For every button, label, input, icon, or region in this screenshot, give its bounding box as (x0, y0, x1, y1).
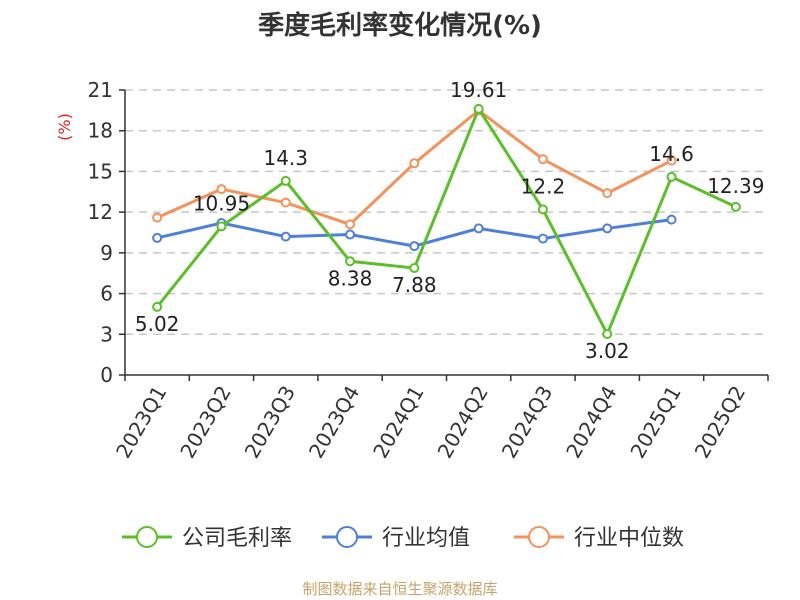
y-tick-label: 0 (100, 363, 113, 387)
data-point (666, 155, 677, 166)
data-label: 14.6 (649, 142, 694, 166)
data-label: 19.61 (450, 78, 507, 102)
legend-swatch-marker (528, 526, 550, 548)
legend-label: 行业均值 (382, 526, 470, 551)
data-point (602, 223, 613, 234)
data-point (152, 232, 163, 243)
data-point (666, 171, 677, 182)
chart-title: 季度毛利率变化情况(%) (258, 10, 542, 41)
data-point (602, 329, 613, 340)
x-tick-label: 2023Q1 (111, 382, 171, 463)
data-point (666, 214, 677, 225)
series-line (155, 105, 737, 338)
x-tick-label: 2023Q2 (175, 382, 235, 463)
y-tick-label: 6 (100, 282, 113, 306)
data-label: 7.88 (392, 273, 437, 297)
data-point (216, 184, 227, 195)
data-point (602, 188, 613, 199)
data-point (409, 263, 420, 274)
data-point (280, 175, 291, 186)
data-point (473, 223, 484, 234)
data-point (409, 241, 420, 252)
x-tick-label: 2024Q1 (368, 382, 428, 463)
y-tick-label: 9 (100, 241, 113, 265)
x-tick-label: 2023Q3 (240, 382, 300, 463)
data-label: 14.3 (263, 146, 308, 170)
x-tick-label: 2025Q1 (625, 382, 685, 463)
x-tick-label: 2024Q2 (433, 382, 493, 463)
data-label: 12.39 (707, 174, 764, 198)
data-point (152, 212, 163, 223)
grid (125, 89, 768, 336)
legend: 公司毛利率 行业均值 行业中位数 (122, 526, 684, 551)
y-tick-label: 18 (88, 119, 113, 143)
legend-swatch-marker (336, 526, 358, 548)
data-point (152, 301, 163, 312)
data-point (345, 256, 356, 267)
y-axis-unit: (%) (55, 113, 74, 141)
y-tick-label: 12 (88, 200, 113, 224)
data-label: 8.38 (328, 266, 373, 290)
legend-label: 行业中位数 (574, 526, 684, 551)
data-point (280, 231, 291, 242)
data-point (537, 233, 548, 244)
y-tick-label: 21 (88, 78, 113, 102)
data-point (216, 221, 227, 232)
legend-swatch-marker (136, 526, 158, 548)
y-tick-label: 15 (88, 159, 113, 183)
x-tick-label: 2025Q2 (690, 382, 750, 463)
data-label: 5.02 (135, 312, 180, 336)
data-labels: 5.02 10.95 14.3 8.38 7.88 19.61 12.2 3.02 14.6 12… (135, 78, 765, 363)
data-point (280, 197, 291, 208)
legend-label: 公司毛利率 (182, 526, 292, 551)
y-tick-label: 3 (100, 322, 113, 346)
data-point (345, 219, 356, 230)
data-label: 10.95 (193, 191, 250, 215)
x-tick-label: 2024Q4 (561, 382, 621, 463)
series-lines (152, 103, 741, 340)
source-note: 制图数据来自恒生聚源数据库 (302, 580, 497, 598)
x-tick-label: 2024Q3 (497, 382, 557, 463)
x-tick-label: 2023Q4 (304, 382, 364, 463)
data-label: 3.02 (585, 339, 630, 363)
data-point (409, 158, 420, 169)
data-point (730, 201, 741, 212)
data-label: 12.2 (521, 174, 566, 198)
data-point (345, 229, 356, 240)
data-point (473, 103, 484, 114)
data-point (537, 154, 548, 165)
data-point (537, 204, 548, 215)
